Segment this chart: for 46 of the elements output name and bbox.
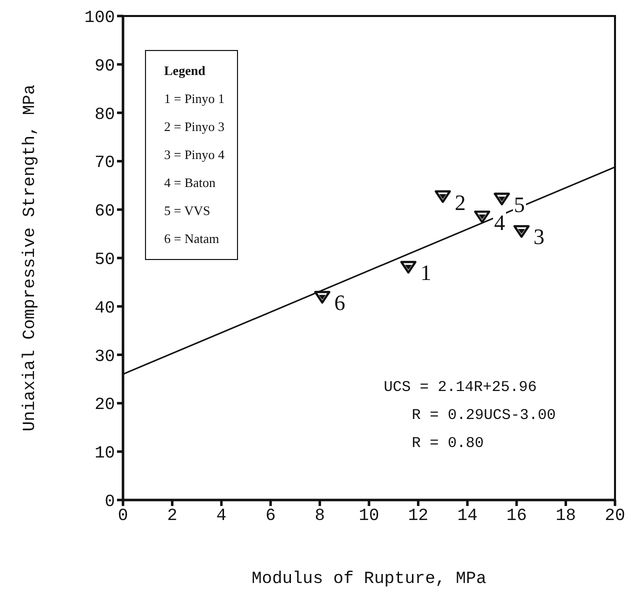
y-tick-label: 50	[94, 251, 115, 270]
point	[494, 192, 510, 206]
x-axis-title: Modulus of Rupture, MPa	[252, 570, 486, 589]
annotation: R = 0.29UCS-3.00	[410, 406, 556, 426]
point	[513, 225, 530, 238]
y-tick-label: 10	[94, 444, 115, 464]
point	[434, 190, 451, 203]
x-tick-label: 8	[314, 507, 325, 526]
y-tick-label: 60	[94, 202, 115, 222]
x-tick-label: 0	[118, 507, 128, 526]
x-tick-label: 14	[457, 507, 478, 526]
y-tick-label: 100	[84, 9, 115, 28]
x-tick-label: 4	[216, 507, 226, 526]
y-tick-label: 40	[94, 299, 115, 318]
annotation: 5	[512, 192, 526, 217]
annotation: 1 = Pinyo 1	[164, 90, 225, 108]
y-axis-title: Uniaxial Compressive Strength, MPa	[21, 84, 40, 432]
x-tick-label: 12	[408, 507, 428, 526]
annotation: 4 = Baton	[164, 174, 217, 192]
x-tick-label: 20	[604, 507, 626, 526]
y-tick-label: 80	[94, 106, 115, 125]
x-tick-label: 2	[167, 507, 178, 526]
annotation: R = 0.80	[410, 434, 485, 454]
annotation: 2	[454, 190, 467, 215]
point	[314, 290, 330, 304]
y-tick-label: 70	[94, 154, 115, 174]
annotation: 1	[419, 260, 432, 286]
annotation: 3	[532, 224, 546, 250]
annotation: Legend	[164, 62, 206, 80]
x-tick-label: 6	[266, 507, 276, 526]
annotation: 2 = Pinyo 3	[164, 118, 225, 136]
annotation: 5 = VVS	[164, 202, 212, 220]
y-tick-label: 30	[94, 348, 115, 367]
point	[474, 210, 490, 224]
annotation: 6	[333, 290, 346, 316]
annotation: 6 = Natam	[164, 230, 220, 248]
y-tick-label: 20	[94, 396, 115, 416]
x-tick-label: 18	[556, 507, 576, 526]
annotation: 4	[493, 210, 506, 235]
x-tick-label: 10	[358, 507, 380, 526]
annotation: UCS = 2.14R+25.96	[384, 378, 538, 398]
y-tick-label: 0	[104, 493, 115, 512]
point	[400, 260, 416, 274]
annotation: 3 = Pinyo 4	[164, 146, 225, 164]
y-tick-label: 90	[94, 57, 115, 76]
x-tick-label: 16	[506, 507, 527, 526]
